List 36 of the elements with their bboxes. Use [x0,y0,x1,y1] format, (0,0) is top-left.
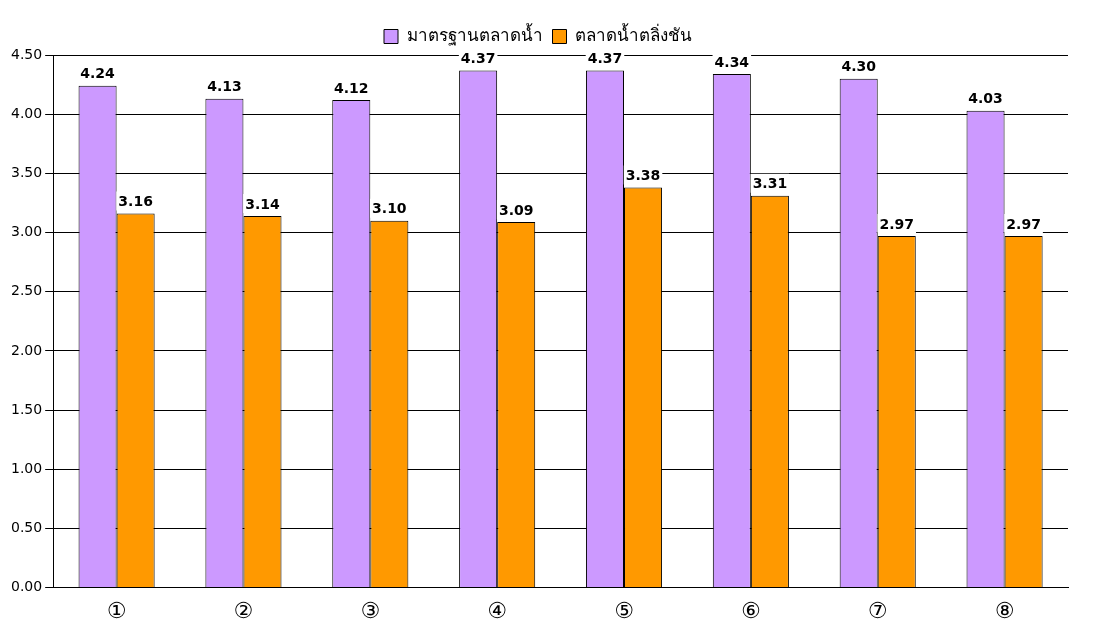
data-label: 3.38 [625,167,661,184]
x-tick-label: ① [106,597,127,623]
data-label: 3.16 [118,193,153,210]
y-tick-label: 1.50 [11,400,43,417]
data-label: 3.09 [498,201,534,218]
y-tick-label: 3.00 [11,223,43,240]
data-label: 4.12 [334,79,369,96]
y-tick-label: 0.50 [11,519,43,536]
data-label: 4.37 [587,50,623,67]
y-tick-label: 3.50 [11,164,43,180]
x-tick-label: ⑤ [614,597,634,623]
y-tick-label: 4.50 [11,45,43,62]
y-tick-label: 1.00 [11,459,43,476]
x-tick-label: ④ [487,597,508,623]
data-label: 4.37 [460,50,496,67]
x-tick-label: ② [233,597,254,623]
data-label: 2.97 [1006,215,1041,232]
y-tick-label: 0.00 [11,578,43,595]
data-label: 4.03 [968,90,1003,107]
data-label: 3.31 [752,175,788,192]
y-tick-label: 2.50 [11,282,43,299]
x-tick-label: ⑥ [741,597,761,623]
data-label: 4.30 [841,58,877,75]
data-label: 4.13 [207,78,242,95]
x-tick-label: ③ [360,597,381,623]
data-label: 3.14 [245,195,281,212]
y-tick-label: 2.00 [11,341,43,358]
data-label: 4.24 [80,65,116,82]
data-label: 4.34 [714,53,750,70]
y-tick-label: 4.00 [11,104,43,121]
legend-label: ตลาดน้ำตลิ่งชัน [575,22,692,45]
legend-label: มาตรฐานตลาดน้ำ [406,22,543,46]
data-label: 3.10 [372,200,407,217]
x-tick-label: ⑦ [867,597,888,623]
data-label: 2.97 [879,215,915,232]
x-tick-label: ⑧ [994,597,1015,623]
